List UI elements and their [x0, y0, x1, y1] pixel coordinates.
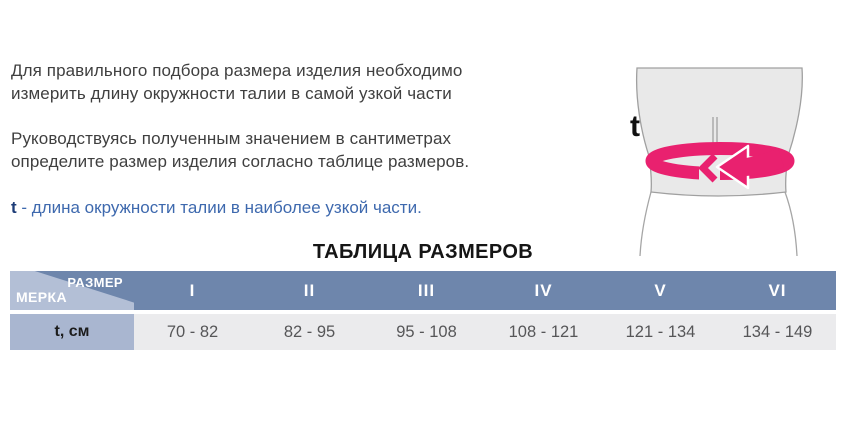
size-table-header-row: РАЗМЕР МЕРКА I II III IV V VI — [10, 271, 836, 310]
size-header-I: I — [189, 280, 196, 300]
row-label-cell: t, см — [10, 314, 134, 350]
measurement-legend: t - длина окружности талии в наиболее уз… — [11, 197, 571, 219]
right-hip-outline — [784, 191, 798, 257]
left-hip-outline — [639, 191, 652, 257]
range-cell-II: 82 - 95 — [251, 314, 368, 350]
size-header-IV: IV — [534, 280, 553, 300]
legend-text: - длина окружности талии в наиболее узко… — [16, 198, 422, 217]
size-header-V: V — [654, 280, 667, 300]
range-cell-VI: 134 - 149 — [719, 314, 836, 350]
arrow-shaft — [746, 148, 784, 176]
instruction-paragraph-1: Для правильного подбора размера изделия … — [11, 60, 571, 105]
range-cell-V: 121 - 134 — [602, 314, 719, 350]
legend-term: t — [11, 198, 17, 217]
instruction-line: Руководствуясь полученным значением в са… — [11, 129, 452, 148]
instruction-line: Для правильного подбора размера изделия … — [11, 61, 463, 80]
range-cell-III: 95 - 108 — [368, 314, 485, 350]
range-cell-I: 70 - 82 — [134, 314, 251, 350]
figure-measure-label: t — [630, 110, 640, 143]
size-table-title: ТАБЛИЦА РАЗМЕРОВ — [312, 241, 534, 263]
size-header-II: II — [303, 280, 316, 300]
corner-header-cell: РАЗМЕР МЕРКА — [10, 271, 134, 310]
instruction-paragraph-2: Руководствуясь полученным значением в са… — [11, 128, 571, 173]
range-cell-IV: 108 - 121 — [485, 314, 602, 350]
waist-measurement-figure: t — [600, 0, 846, 262]
corner-label-size: РАЗМЕР — [67, 275, 123, 290]
torso-back-illustration: t — [630, 67, 803, 257]
size-table-data-row: t, см 70 - 82 82 - 95 95 - 108 108 - 121… — [10, 314, 836, 350]
size-header-VI: VI — [768, 280, 787, 300]
corner-label-measure: МЕРКА — [16, 289, 67, 305]
instruction-line: определите размер изделия согласно табли… — [11, 151, 470, 171]
band-end-chevron-icon — [698, 153, 718, 183]
table-row-gap — [10, 310, 836, 314]
instruction-line: измерить длину окружности талии в самой … — [11, 83, 452, 103]
size-header-III: III — [417, 280, 436, 300]
size-table: РАЗМЕР МЕРКА I II III IV V VI t, см 70 -… — [10, 271, 836, 350]
